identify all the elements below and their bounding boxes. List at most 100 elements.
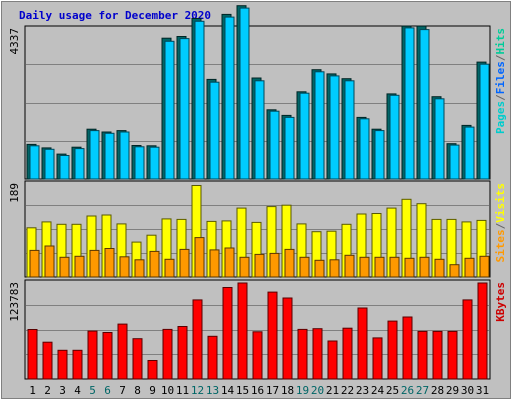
bar-files-day-22 [344, 80, 355, 180]
bar-sites-day-21 [329, 259, 340, 278]
bar-kbytes-day-23 [357, 307, 368, 380]
bar-sites-day-22 [344, 254, 355, 278]
panel-kbytes: 123783 KBytes [8, 279, 507, 380]
bar-sites-day-9 [149, 250, 160, 278]
x-tick-label-day-26: 26 [401, 384, 414, 397]
bar-kbytes-day-9 [147, 360, 158, 380]
bar-kbytes-day-27 [417, 330, 428, 380]
bar-kbytes-day-5 [87, 330, 98, 380]
legend-entry: Pages [494, 101, 507, 134]
bar-files-day-30 [464, 126, 475, 180]
bar-sites-day-17 [269, 252, 280, 278]
series-sites [29, 237, 490, 278]
y-axis-max-label: 189 [8, 183, 21, 203]
bar-kbytes-day-24 [372, 337, 383, 380]
x-tick-label-day-9: 9 [149, 384, 156, 397]
x-tick-label-day-10: 10 [161, 384, 174, 397]
bar-files-day-12 [194, 20, 205, 180]
bar-kbytes-day-25 [387, 320, 398, 380]
x-tick-label-day-16: 16 [251, 384, 264, 397]
bar-files-day-26 [404, 27, 415, 180]
x-tick-label-day-15: 15 [236, 384, 249, 397]
bar-files-day-7 [119, 131, 130, 180]
chart-panels: 4337Pages/Files/Hits189Sites/Visits12378… [8, 5, 507, 380]
bar-files-day-18 [284, 116, 295, 180]
bar-files-day-29 [449, 144, 460, 180]
bar-kbytes-day-1 [27, 329, 38, 380]
bar-files-day-10 [164, 40, 175, 180]
x-tick-label-day-6: 6 [104, 384, 111, 397]
x-tick-label-day-1: 1 [29, 384, 36, 397]
bar-kbytes-day-12 [192, 299, 203, 380]
x-tick-label-day-31: 31 [476, 384, 489, 397]
bar-kbytes-day-20 [312, 328, 323, 380]
bar-sites-day-24 [374, 256, 385, 278]
bar-files-day-17 [269, 110, 280, 180]
legend-kbytes: KBytes [494, 282, 507, 322]
bar-sites-day-14 [224, 247, 235, 278]
bar-kbytes-day-26 [402, 316, 413, 380]
bar-files-day-6 [104, 132, 115, 180]
x-tick-label-day-13: 13 [206, 384, 219, 397]
bar-kbytes-day-2 [42, 341, 53, 380]
bar-kbytes-day-29 [447, 330, 458, 380]
bar-files-day-28 [434, 98, 445, 180]
bar-files-day-21 [329, 75, 340, 180]
x-tick-label-day-3: 3 [59, 384, 66, 397]
bar-kbytes-day-4 [72, 349, 83, 380]
bar-kbytes-day-16 [252, 331, 263, 380]
bar-sites-day-13 [209, 249, 220, 278]
x-tick-label-day-18: 18 [281, 384, 294, 397]
x-tick-label-day-14: 14 [221, 384, 235, 397]
x-tick-label-day-22: 22 [341, 384, 354, 397]
bar-sites-day-31 [479, 255, 490, 278]
legend-entry: / [494, 222, 507, 229]
bar-kbytes-day-11 [177, 326, 188, 380]
bar-sites-day-18 [284, 248, 295, 278]
bar-kbytes-day-22 [342, 327, 353, 380]
legend-entry: / [494, 94, 507, 101]
legend-entry: Sites [494, 229, 507, 262]
bar-sites-day-15 [239, 256, 250, 278]
bar-files-day-3 [59, 155, 70, 180]
series-files [29, 7, 490, 180]
bar-files-day-25 [389, 94, 400, 180]
bar-kbytes-day-30 [462, 299, 473, 380]
legend-entry: Hits [494, 28, 507, 55]
bar-kbytes-day-7 [117, 323, 128, 380]
bar-kbytes-day-31 [477, 282, 488, 380]
x-tick-label-day-27: 27 [416, 384, 429, 397]
bar-files-day-16 [254, 80, 265, 180]
bar-sites-day-27 [419, 256, 430, 278]
x-tick-label-day-2: 2 [44, 384, 51, 397]
bar-files-day-9 [149, 146, 160, 180]
x-tick-label-day-4: 4 [74, 384, 81, 397]
bar-sites-day-30 [464, 257, 475, 278]
bar-kbytes-day-18 [282, 297, 293, 380]
bar-sites-day-26 [404, 257, 415, 278]
x-tick-label-day-17: 17 [266, 384, 279, 397]
bar-kbytes-day-13 [207, 335, 218, 380]
legend-entry: / [494, 54, 507, 61]
bar-sites-day-4 [74, 255, 85, 278]
bar-files-day-13 [209, 81, 220, 180]
bar-files-day-1 [29, 145, 40, 180]
bar-sites-day-25 [389, 256, 400, 278]
x-tick-label-day-23: 23 [356, 384, 369, 397]
x-tick-label-day-21: 21 [326, 384, 339, 397]
bar-files-day-5 [89, 130, 100, 180]
bar-sites-day-2 [44, 245, 55, 278]
bar-sites-day-19 [299, 256, 310, 278]
bar-kbytes-day-15 [237, 282, 248, 380]
bar-files-day-27 [419, 29, 430, 180]
bar-files-day-31 [479, 63, 490, 180]
bar-sites-day-16 [254, 253, 265, 278]
bar-kbytes-day-8 [132, 338, 143, 380]
series-kbytes [27, 282, 488, 380]
legend-entry: Visits [494, 183, 507, 223]
panel-visits-sites: 189 Sites/Visits [8, 180, 507, 278]
bar-sites-day-20 [314, 259, 325, 278]
bar-files-day-19 [299, 92, 310, 180]
